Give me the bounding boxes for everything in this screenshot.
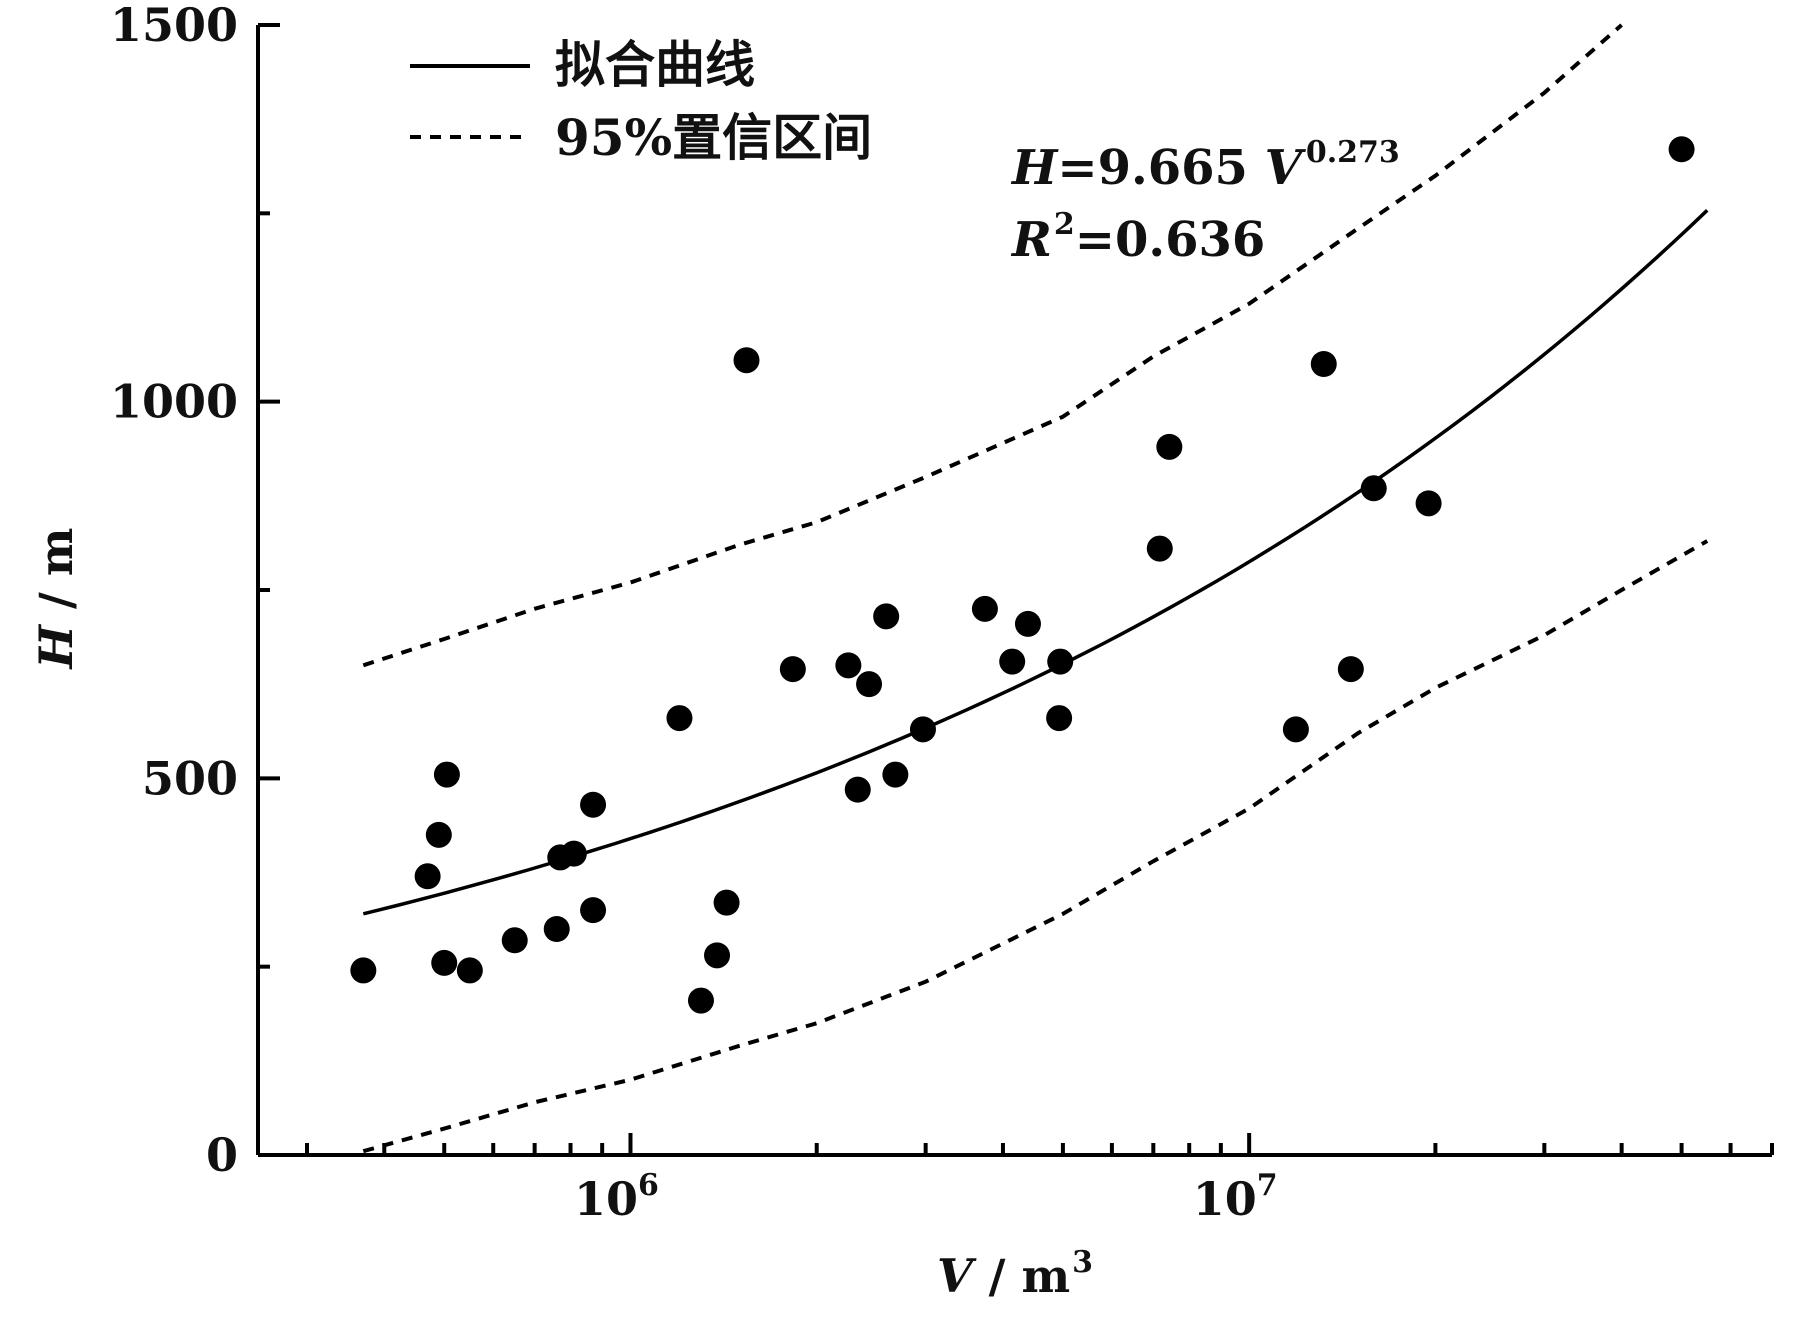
r-squared: R2=0.636 (1010, 207, 1265, 268)
data-point (873, 603, 900, 630)
data-point (999, 648, 1026, 675)
y-ticks (258, 23, 280, 1157)
data-point (543, 916, 570, 942)
y-tick-label: 0 (206, 1128, 238, 1182)
data-point (779, 656, 806, 683)
x-tick-labels: 106 107 (574, 1168, 1278, 1226)
y-axis-var: H (29, 624, 83, 671)
legend-ci-label: 95%置信区间 (555, 108, 872, 167)
data-point (687, 987, 714, 1014)
data-point (713, 889, 740, 916)
fit-equation: H=9.665 V 0.273 (1010, 135, 1400, 196)
data-point (666, 705, 693, 732)
data-point (1310, 351, 1337, 377)
y-axis-title: H / m (29, 528, 83, 671)
y-tick-label: 500 (142, 751, 238, 805)
data-point (1046, 705, 1073, 732)
y-tick-labels: 0 500 1000 1500 (110, 0, 238, 1182)
r-value: =0.636 (1075, 212, 1266, 268)
eq-var: V (1265, 140, 1307, 196)
data-point (431, 949, 458, 976)
x-ticks (304, 1133, 1774, 1155)
r-var: R (1010, 212, 1052, 268)
confidence-lower-line (362, 539, 1709, 1154)
data-point (580, 897, 607, 924)
data-point (1146, 535, 1173, 562)
data-point (1337, 656, 1364, 683)
x-axis-title: V / m3 (937, 1245, 1093, 1303)
eq-exponent: 0.273 (1306, 135, 1400, 170)
data-point (1014, 610, 1041, 637)
data-point (414, 863, 441, 890)
data-point (425, 821, 452, 848)
data-point (882, 761, 909, 788)
data-point (1668, 136, 1695, 163)
x-axis-var: V (937, 1249, 977, 1303)
y-axis-sep: / (29, 576, 83, 625)
eq-coefficient: =9.665 (1057, 140, 1264, 196)
data-point (560, 840, 587, 867)
r-sup: 2 (1054, 207, 1075, 242)
data-points (350, 136, 1695, 1014)
data-point (433, 761, 460, 788)
data-point (704, 942, 731, 969)
data-point (733, 347, 760, 374)
data-point (456, 957, 483, 984)
legend-fit-label: 拟合曲线 (555, 35, 755, 94)
data-point (350, 957, 377, 984)
x-axis-sep: / (973, 1249, 1022, 1303)
data-point (1156, 433, 1183, 460)
data-point (1047, 648, 1074, 675)
data-point (1282, 716, 1309, 743)
data-point (856, 671, 883, 698)
legend: 拟合曲线 95%置信区间 (410, 35, 872, 167)
data-point (835, 652, 862, 679)
fit-curve (362, 209, 1709, 916)
data-point (580, 791, 607, 818)
x-tick-label: 106 (574, 1168, 659, 1226)
x-axis-unit-sup: 3 (1072, 1245, 1093, 1280)
y-tick-label: 1000 (110, 375, 238, 429)
data-point (1360, 475, 1387, 502)
data-point (844, 776, 871, 803)
y-tick-label: 1500 (110, 0, 238, 52)
data-point (909, 716, 936, 743)
y-axis-unit: m (29, 528, 83, 577)
x-axis-unit: m (1021, 1249, 1070, 1303)
eq-lhs: H (1010, 140, 1059, 196)
confidence-upper-line (362, 23, 1623, 668)
x-tick-label: 107 (1193, 1168, 1278, 1226)
data-point (501, 927, 528, 954)
data-point (971, 595, 998, 622)
data-point (1415, 490, 1442, 517)
